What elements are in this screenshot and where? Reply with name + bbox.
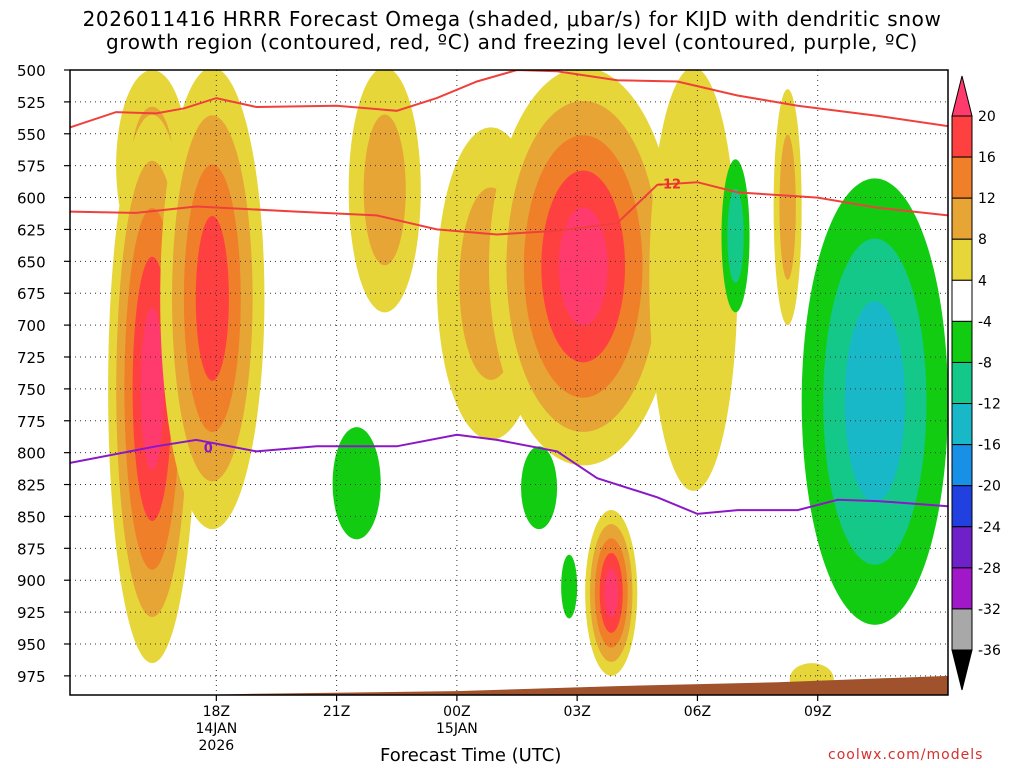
freezing-label-zero: 0 <box>204 442 213 457</box>
colorbar-label-minus4: -4 <box>978 314 992 330</box>
y-tick-label-825: 825 <box>17 477 46 495</box>
omega-down-07z <box>721 159 750 313</box>
colorbar-segment--28-to--32 <box>951 567 973 610</box>
contour-lines: -12 0 <box>70 70 948 695</box>
omega-down-21z <box>332 427 381 540</box>
y-tick-label-625: 625 <box>17 221 46 239</box>
chart-title-line-2: growth region (contoured, red, ºC) and f… <box>106 30 918 54</box>
plot-frame <box>69 69 949 696</box>
y-tick-label-850: 850 <box>17 508 46 526</box>
colorbar-label-8: 8 <box>978 232 987 248</box>
colorbar-segment--8-to--12 <box>951 361 973 405</box>
colorbar-arrow-top <box>951 75 973 117</box>
y-tick-label-775: 775 <box>17 413 46 431</box>
x-tick-label-03Z: 03Z <box>563 704 590 720</box>
y-tick-label-900: 900 <box>17 572 46 590</box>
cell-08z-level-8 <box>779 134 796 280</box>
down-07z-level--8 <box>727 188 744 283</box>
omega-down-03z <box>561 554 578 619</box>
x-tick-date-14JAN: 14JAN <box>195 721 237 737</box>
colorbar-segment-20-to-16 <box>951 115 973 158</box>
x-tick-date-15JAN: 15JAN <box>436 721 478 737</box>
colorbar-label-minus24: -24 <box>978 520 1001 536</box>
colorbar-arrow-bottom <box>951 649 973 691</box>
down-03z-level--4 <box>561 554 578 619</box>
y-tick-label-725: 725 <box>17 349 46 367</box>
y-tick-label-950: 950 <box>17 636 46 654</box>
colorbar-label-20: 20 <box>978 109 996 125</box>
dgz-contour-minus12 <box>70 181 948 236</box>
y-tick-label-975: 975 <box>17 668 46 686</box>
colorbar-segment-4-to--4 <box>951 279 973 322</box>
omega-cell-20z <box>160 70 265 530</box>
x-tick-year-2026: 2026 <box>199 738 235 754</box>
colorbar-label-minus36: -36 <box>978 643 1001 659</box>
colorbar-segment--24-to--28 <box>951 526 973 569</box>
down-02z-level--4 <box>521 446 558 530</box>
x-tick-label-00Z: 00Z <box>443 704 470 720</box>
colorbar-label-4: 4 <box>978 273 987 289</box>
colorbar: 20 16 12 8 4 -4 -8 -12 -16 -20 -24 -28 -32 -36 <box>951 75 1001 691</box>
omega-down-09z-east <box>801 178 948 625</box>
colorbar-label-minus20: -20 <box>978 479 1001 495</box>
colorbar-segment--4-to--8 <box>951 320 973 363</box>
grid-lines <box>70 70 948 695</box>
y-tick-label-750: 750 <box>17 381 46 399</box>
cell-20z-level-16 <box>195 215 229 381</box>
colorbar-segment-16-to-12 <box>951 156 973 199</box>
y-axis: 500 525 550 575 600 625 650 675 700 725 750 775 800 8… <box>17 62 70 686</box>
omega-cell-04z-low <box>585 510 638 676</box>
cell-18z-main-level-20 <box>140 307 164 471</box>
colorbar-segment-12-to-8 <box>951 197 973 240</box>
colorbar-label-minus28: -28 <box>978 561 1001 577</box>
x-tick-label-09Z: 09Z <box>804 704 831 720</box>
credit-link[interactable]: coolwx.com/models <box>828 747 984 763</box>
dgz-contour-minus18 <box>70 70 948 129</box>
omega-down-02z <box>521 446 558 530</box>
cell-04z-level-20 <box>558 207 608 326</box>
x-tick-label-21Z: 21Z <box>323 704 350 720</box>
colorbar-segment--12-to--16 <box>951 403 973 446</box>
y-tick-label-600: 600 <box>17 190 46 208</box>
colorbar-label-16: 16 <box>978 150 996 166</box>
x-tick-label-06Z: 06Z <box>684 704 711 720</box>
y-tick-label-650: 650 <box>17 253 46 271</box>
y-tick-label-575: 575 <box>17 158 46 176</box>
dgz-label-minus12: -12 <box>658 178 682 193</box>
down-09z-east-level--12 <box>844 301 905 503</box>
omega-cell-22z <box>348 70 421 313</box>
y-tick-label-675: 675 <box>17 285 46 303</box>
colorbar-label-minus12: -12 <box>978 397 1001 413</box>
cell-04z-low-level-20 <box>604 568 618 618</box>
y-tick-label-700: 700 <box>17 317 46 335</box>
omega-cell-05z-right <box>649 70 738 491</box>
x-tick-label-18Z: 18Z <box>203 704 230 720</box>
freezing-level-contour <box>70 433 948 515</box>
colorbar-segment--32-to--36 <box>951 608 973 651</box>
colorbar-label-minus32: -32 <box>978 602 1001 618</box>
omega-cell-08z <box>773 89 802 326</box>
colorbar-label-12: 12 <box>978 191 996 207</box>
chart-title-line-1: 2026011416 HRRR Forecast Omega (shaded, … <box>82 7 942 31</box>
y-tick-label-500: 500 <box>17 62 46 80</box>
colorbar-segment-8-to-4 <box>951 238 973 281</box>
y-tick-label-525: 525 <box>17 94 46 112</box>
down-21z-level--4 <box>332 427 381 540</box>
colorbar-segment--16-to--20 <box>951 444 973 487</box>
y-tick-label-925: 925 <box>17 604 46 622</box>
x-axis-label: Forecast Time (UTC) <box>380 745 562 766</box>
cell-05z-right-level-4 <box>649 70 738 491</box>
ground-surface <box>194 675 948 695</box>
omega-cell-04z <box>488 70 678 466</box>
y-tick-label-875: 875 <box>17 540 46 558</box>
colorbar-label-minus8: -8 <box>978 355 992 371</box>
cell-22z-level-8 <box>363 114 406 266</box>
colorbar-segment--20-to--24 <box>951 485 973 528</box>
colorbar-label-minus16: -16 <box>978 438 1001 454</box>
y-tick-label-550: 550 <box>17 126 46 144</box>
y-tick-label-800: 800 <box>17 445 46 463</box>
